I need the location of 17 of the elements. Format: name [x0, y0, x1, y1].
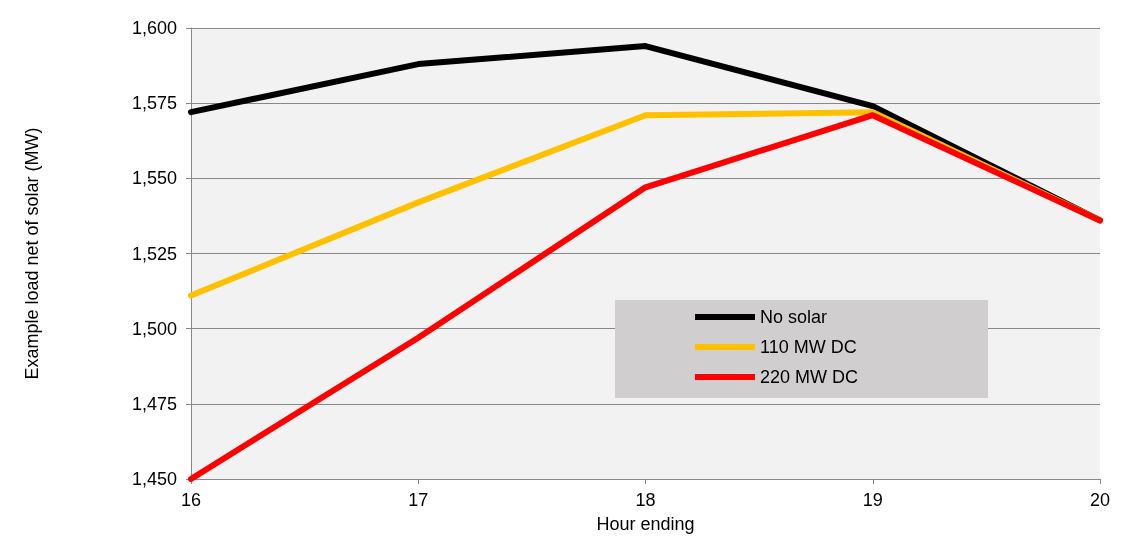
x-tick-label: 19 [862, 490, 883, 510]
y-tick-label: 1,600 [131, 18, 177, 38]
y-tick-label: 1,500 [131, 318, 177, 339]
x-tick-label: 18 [635, 490, 656, 510]
x-tick-label: 20 [1089, 490, 1111, 510]
legend-label: 110 MW DC [759, 337, 857, 357]
x-tick-label: 17 [408, 490, 429, 510]
y-tick-label: 1,525 [131, 243, 177, 264]
x-axis-title: Hour ending [596, 514, 695, 534]
legend-label: No solar [759, 307, 828, 327]
y-tick-label: 1,575 [131, 93, 177, 114]
legend-label: 220 MW DC [759, 367, 858, 387]
y-tick-label: 1,450 [131, 469, 177, 489]
y-tick-label: 1,475 [131, 393, 177, 414]
y-tick-label: 1,550 [131, 168, 177, 189]
y-axis-title: Example load net of solar (MW) [22, 127, 42, 380]
x-tick-label: 16 [180, 490, 202, 510]
